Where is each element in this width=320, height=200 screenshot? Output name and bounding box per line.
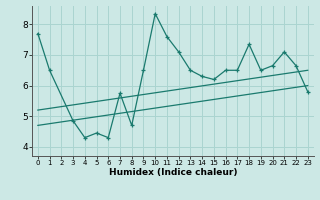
X-axis label: Humidex (Indice chaleur): Humidex (Indice chaleur) [108, 168, 237, 177]
